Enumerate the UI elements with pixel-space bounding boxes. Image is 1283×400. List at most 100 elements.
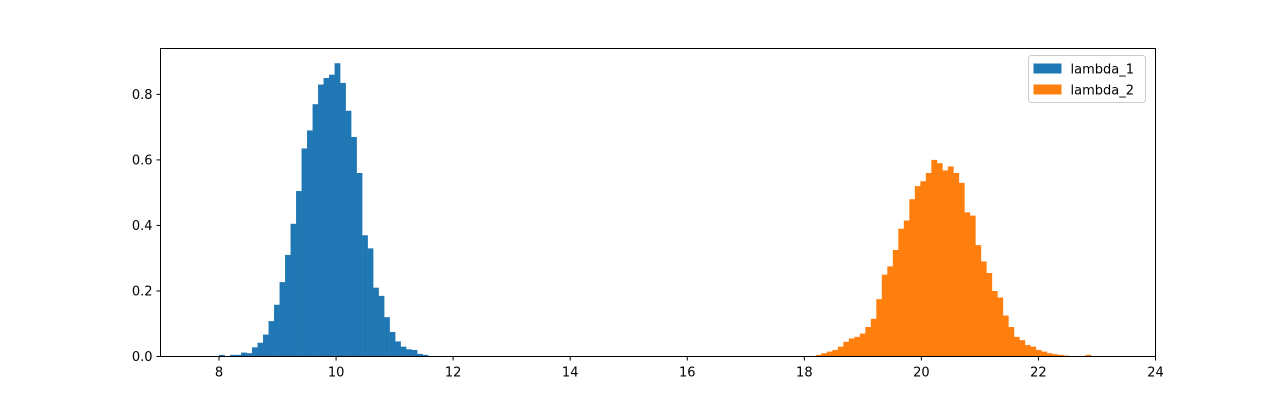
bar-lambda_2-36 [1013, 336, 1020, 357]
bar-lambda_2-27 [964, 212, 971, 357]
bar-lambda_1-15 [301, 148, 308, 357]
bar-lambda_2-10 [870, 318, 877, 357]
bar-lambda_2-25 [953, 173, 960, 357]
bar-lambda_1-12 [285, 254, 291, 357]
bar-lambda_2-4 [837, 346, 844, 357]
bar-lambda_2-33 [997, 297, 1004, 357]
bar-lambda_2-20 [925, 173, 932, 357]
bar-lambda_1-11 [279, 282, 286, 357]
bar-lambda_2-26 [958, 182, 965, 357]
bar-lambda_2-21 [931, 159, 938, 357]
legend-label-lambda_1: lambda_1 [1071, 63, 1134, 78]
bar-lambda_1-24 [351, 136, 357, 357]
bar-lambda_2-35 [1008, 327, 1015, 357]
bar-lambda_1-27 [367, 248, 374, 357]
bar-lambda_1-9 [268, 321, 275, 357]
x-axis-ticks: 8 10 12 14 16 18 20 22 24 [215, 356, 1164, 381]
bar-lambda_2-39 [1030, 346, 1037, 357]
bar-lambda_2-11 [876, 299, 883, 357]
bar-lambda_2-40 [1035, 349, 1042, 357]
bar-lambda_1-16 [307, 130, 313, 357]
x-tick-label: 12 [445, 366, 462, 381]
x-tick-label: 24 [1147, 366, 1164, 381]
bar-lambda_2-16 [903, 220, 910, 357]
legend: lambda_1 lambda_2 [1028, 55, 1146, 103]
bar-lambda_1-18 [318, 84, 324, 357]
legend-swatch-lambda_2 [1033, 84, 1062, 95]
bar-lambda_2-22 [936, 163, 943, 357]
bar-lambda_1-29 [378, 295, 385, 357]
bar-lambda_1-25 [356, 173, 363, 357]
bar-lambda_1-33 [400, 346, 407, 357]
x-tick-label: 10 [328, 366, 345, 381]
bar-lambda_1-23 [345, 110, 352, 357]
bar-lambda_2-6 [848, 338, 855, 357]
bar-lambda_1-0 [219, 354, 225, 357]
bar-lambda_2-23 [942, 170, 949, 357]
legend-swatch-lambda_1 [1033, 63, 1062, 74]
bar-lambda_1-19 [323, 77, 330, 357]
x-tick-label: 20 [913, 366, 930, 381]
bar-lambda_1-36 [417, 353, 423, 357]
bar-lambda_2-28 [969, 215, 976, 357]
bar-lambda_2-29 [975, 245, 982, 357]
y-tick-label: 0.2 [132, 284, 153, 299]
bar-lambda_2-30 [980, 261, 987, 357]
bar-lambda_1-21 [334, 63, 341, 357]
bar-lambda_2-31 [986, 272, 993, 357]
bar-lambda_2-0 [815, 354, 822, 357]
bar-lambda_2-17 [909, 199, 916, 357]
bar-lambda_1-4 [241, 352, 247, 357]
x-tick-label: 18 [796, 366, 813, 381]
bar-lambda_1-7 [257, 342, 264, 357]
bar-lambda_1-22 [340, 82, 346, 357]
bar-lambda_1-28 [373, 287, 379, 357]
bar-lambda_2-32 [991, 290, 998, 357]
bar-lambda_1-3 [235, 354, 242, 357]
bar-lambda_1-13 [290, 223, 297, 357]
bar-lambda_1-20 [329, 74, 335, 357]
bar-lambda_2-18 [914, 186, 921, 357]
bar-lambda_2-41 [1041, 351, 1048, 357]
bar-lambda_2-5 [843, 341, 850, 357]
bar-lambda_1-30 [384, 317, 390, 357]
x-tick-label: 16 [679, 366, 696, 381]
bar-lambda_2-3 [832, 349, 839, 357]
y-tick-label: 0.0 [132, 350, 153, 365]
bar-lambda_1-37 [422, 354, 429, 357]
bar-lambda_1-31 [389, 331, 396, 357]
bar-lambda_1-35 [411, 349, 418, 357]
bar-lambda_2-15 [898, 228, 905, 357]
bar-lambda_1-10 [274, 304, 280, 357]
bar-lambda_1-14 [296, 191, 302, 357]
bar-lambda_2-12 [881, 274, 888, 357]
bar-lambda_2-19 [920, 181, 927, 357]
bar-lambda_1-5 [246, 353, 253, 357]
bar-lambda_1-17 [312, 104, 319, 357]
bar-lambda_1-32 [395, 341, 401, 357]
bar-lambda_2-2 [826, 351, 833, 357]
bar-lambda_2-46 [1085, 354, 1092, 357]
x-tick-label: 22 [1030, 366, 1047, 381]
bar-lambda_2-9 [865, 327, 872, 357]
x-tick-label: 8 [215, 366, 223, 381]
bar-lambda_2-42 [1046, 353, 1053, 357]
plot-frame [160, 48, 1156, 357]
bar-lambda_1-6 [252, 347, 258, 357]
bar-lambda_2-14 [892, 250, 899, 357]
y-tick-label: 0.4 [132, 219, 153, 234]
bar-lambda_2-24 [947, 166, 954, 357]
histogram-bars [219, 63, 1092, 357]
bar-lambda_2-43 [1052, 354, 1059, 357]
bar-lambda_2-7 [854, 336, 861, 357]
y-tick-label: 0.8 [132, 88, 153, 103]
bar-lambda_2-8 [859, 333, 866, 357]
bar-lambda_1-34 [406, 349, 412, 357]
bar-lambda_1-8 [263, 334, 269, 357]
legend-label-lambda_2: lambda_2 [1071, 84, 1134, 99]
bar-lambda_2-1 [821, 353, 828, 357]
y-axis-ticks: 0.0 0.2 0.4 0.6 0.8 [132, 88, 161, 365]
bar-lambda_2-34 [1002, 315, 1009, 357]
y-tick-label: 0.6 [132, 153, 153, 168]
